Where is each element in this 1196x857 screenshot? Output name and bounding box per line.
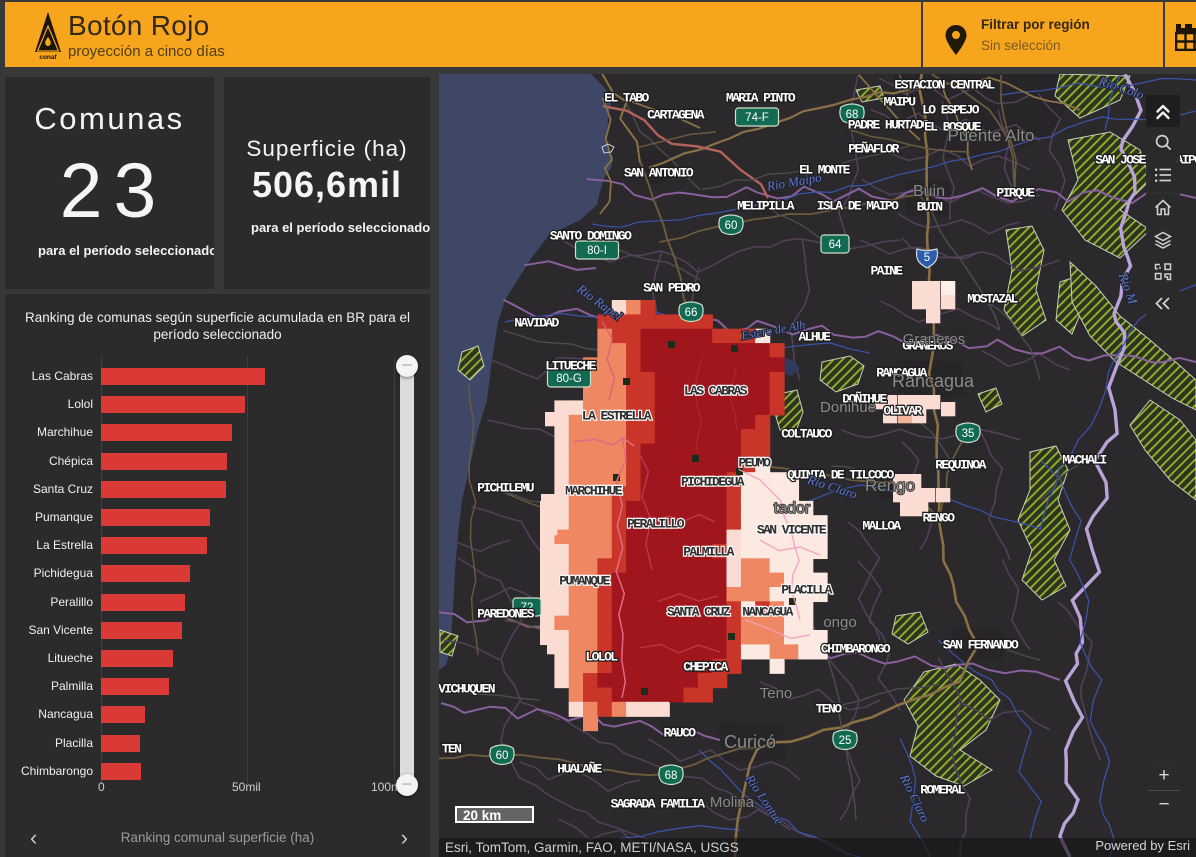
svg-text:SANTO DOMINGO: SANTO DOMINGO — [550, 229, 632, 244]
svg-text:COLTAUCO: COLTAUCO — [781, 427, 832, 442]
svg-text:CARTAGENA: CARTAGENA — [647, 108, 705, 123]
svg-text:ROMERAL: ROMERAL — [920, 783, 965, 798]
svg-text:TEN: TEN — [442, 742, 461, 757]
svg-text:60: 60 — [725, 220, 738, 232]
svg-text:MOSTAZAL: MOSTAZAL — [967, 292, 1018, 307]
svg-text:CHIMBARONGO: CHIMBARONGO — [821, 642, 891, 657]
svg-text:MAIPU: MAIPU — [883, 95, 915, 110]
svg-text:74-F: 74-F — [745, 112, 769, 124]
svg-text:66: 66 — [685, 307, 698, 319]
svg-text:PAREDONES: PAREDONES — [477, 607, 535, 622]
svg-text:SAN FERNANDO: SAN FERNANDO — [943, 638, 1019, 653]
svg-text:Donihue: Donihue — [820, 399, 876, 416]
svg-text:SAN ANTONIO: SAN ANTONIO — [624, 166, 694, 181]
svg-text:ongo: ongo — [823, 614, 856, 631]
svg-text:tador: tador — [774, 500, 811, 517]
svg-text:25: 25 — [839, 735, 852, 747]
svg-text:Teno: Teno — [760, 685, 793, 702]
svg-text:MACHALI: MACHALI — [1062, 453, 1106, 468]
svg-text:PIRQUE: PIRQUE — [996, 186, 1035, 201]
svg-text:BUIN: BUIN — [917, 200, 943, 215]
svg-text:VICHUQUEN: VICHUQUEN — [439, 682, 495, 697]
svg-text:68: 68 — [846, 109, 859, 121]
svg-text:SANTA CRUZ: SANTA CRUZ — [667, 605, 731, 620]
svg-text:GRANEROS: GRANEROS — [902, 339, 953, 354]
svg-text:Curicó: Curicó — [724, 732, 776, 752]
svg-text:PEUMO: PEUMO — [738, 456, 771, 471]
svg-text:SAN VICENTE: SAN VICENTE — [757, 523, 827, 538]
svg-text:OLIVAR: OLIVAR — [883, 404, 922, 419]
svg-text:REQUINOA: REQUINOA — [935, 458, 986, 473]
svg-text:ALHUE: ALHUE — [798, 330, 831, 345]
svg-text:RAUCO: RAUCO — [663, 726, 696, 741]
svg-text:80-I: 80-I — [587, 245, 607, 257]
svg-text:RENGO: RENGO — [922, 511, 955, 526]
svg-text:LITUECHE: LITUECHE — [545, 359, 596, 374]
svg-text:NANCAGUA: NANCAGUA — [742, 605, 793, 620]
svg-text:72: 72 — [521, 602, 534, 614]
svg-text:CHEPICA: CHEPICA — [683, 660, 728, 675]
svg-text:SAN PEDRO: SAN PEDRO — [643, 281, 701, 296]
svg-text:64: 64 — [829, 239, 842, 251]
svg-text:Rancagua: Rancagua — [892, 371, 975, 391]
svg-text:LAS CABRAS: LAS CABRAS — [684, 384, 748, 399]
svg-text:PAINE: PAINE — [870, 264, 903, 279]
svg-text:5: 5 — [924, 252, 930, 264]
svg-text:MALLOA: MALLOA — [862, 519, 901, 534]
svg-text:MARCHIHUE: MARCHIHUE — [565, 484, 623, 499]
svg-text:PUMANQUE: PUMANQUE — [559, 574, 610, 589]
svg-text:HUALAÑE: HUALAÑE — [557, 762, 602, 777]
svg-text:35: 35 — [962, 428, 975, 440]
svg-text:QUINTA DE TILCOCO: QUINTA DE TILCOCO — [787, 468, 894, 483]
svg-text:Puente Alto: Puente Alto — [948, 126, 1035, 145]
svg-text:68: 68 — [665, 770, 678, 782]
svg-text:Buin: Buin — [913, 183, 945, 200]
svg-text:PICHIDEGUA: PICHIDEGUA — [681, 475, 745, 490]
svg-text:RANCAGUA: RANCAGUA — [876, 366, 927, 381]
svg-text:MARIA PINTO: MARIA PINTO — [726, 91, 796, 106]
svg-text:80-G: 80-G — [556, 373, 582, 385]
svg-text:ESTACION CENTRAL: ESTACION CENTRAL — [894, 78, 995, 93]
svg-text:SAGRADA FAMILIA: SAGRADA FAMILIA — [610, 797, 705, 812]
svg-text:LO ESPEJO: LO ESPEJO — [922, 103, 980, 118]
svg-text:60: 60 — [496, 750, 509, 762]
svg-text:DOÑIHUE: DOÑIHUE — [842, 392, 887, 407]
svg-text:TENO: TENO — [816, 702, 843, 717]
svg-text:LOLOL: LOLOL — [585, 650, 618, 665]
svg-text:PICHILEMU: PICHILEMU — [477, 481, 534, 496]
svg-text:Molina: Molina — [710, 794, 755, 811]
svg-text:Graneros: Graneros — [903, 331, 966, 348]
svg-text:PADRE HURTADO: PADRE HURTADO — [848, 118, 930, 133]
svg-text:EL TABO: EL TABO — [604, 91, 649, 106]
svg-text:NAVIDAD: NAVIDAD — [514, 316, 559, 331]
svg-text:LA ESTRELLA: LA ESTRELLA — [582, 409, 652, 424]
svg-text:PLACILLA: PLACILLA — [781, 583, 832, 598]
svg-text:conaf: conaf — [39, 54, 57, 61]
svg-text:Rengo: Rengo — [865, 476, 915, 495]
svg-text:ISLA DE MAIPO: ISLA DE MAIPO — [817, 199, 899, 214]
svg-text:SAN JOSE: SAN JOSE — [1095, 153, 1146, 168]
svg-text:EL MONTE: EL MONTE — [799, 163, 850, 178]
svg-text:PERALILLO: PERALILLO — [627, 517, 685, 532]
svg-text:MELIPILLA: MELIPILLA — [737, 199, 795, 214]
svg-text:PEÑAFLOR: PEÑAFLOR — [848, 142, 899, 157]
svg-text:PALMILLA: PALMILLA — [683, 545, 734, 560]
svg-text:EL BOSQUE: EL BOSQUE — [924, 120, 982, 135]
